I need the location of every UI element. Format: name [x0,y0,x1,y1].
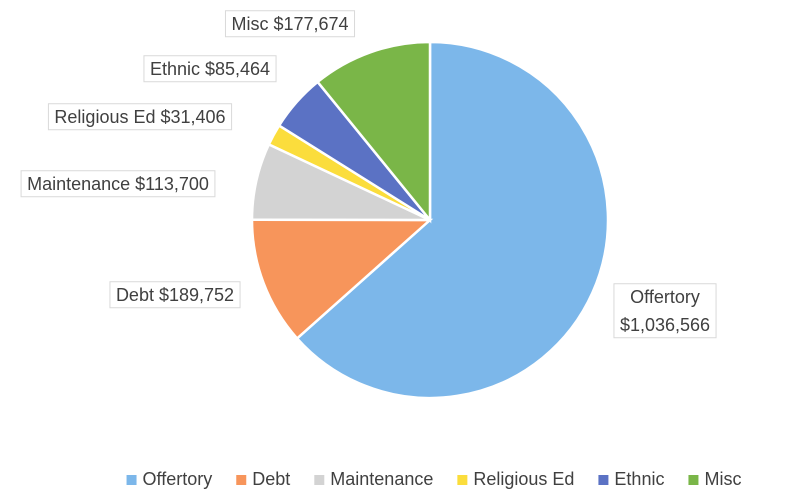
label-category: Ethnic [150,59,200,79]
label-value: $189,752 [159,285,234,305]
legend-label: Religious Ed [473,469,574,489]
label-value: $113,700 [135,174,209,194]
data-label-text: Religious Ed $31,406 [54,107,225,127]
label-category: Religious Ed [54,107,155,127]
data-label-box [109,281,241,309]
legend-label: Misc [704,469,741,489]
legend-swatch [236,475,247,485]
pie-slice [250,218,434,341]
label-category: Offertory [630,287,700,307]
label-value: $85,464 [205,59,270,79]
pie-slice [315,40,432,224]
data-label-box [47,103,233,131]
data-label-text: Debt $189,752 [116,285,234,305]
pie-slice [295,40,610,400]
legend-swatch [688,475,699,485]
legend-swatch [314,475,325,485]
data-label: Misc $177,674 [224,10,356,38]
data-label: Offertory $1,036,566 [613,283,717,339]
data-label-text: Offertory $1,036,566 [620,287,710,335]
label-category: Maintenance [27,174,130,194]
label-value: $31,406 [160,107,225,127]
label-value: $177,674 [273,14,348,34]
data-label-box [20,170,216,198]
legend-label: Ethnic [614,469,664,489]
data-label-text: Misc $177,674 [231,14,348,34]
legend-label: Maintenance [330,469,433,489]
data-label-text: Ethnic $85,464 [150,59,270,79]
data-label: Ethnic $85,464 [143,55,277,83]
data-label-box [224,10,356,38]
data-label: Maintenance $113,700 [20,170,216,198]
legend-label: Offertory [143,469,213,489]
legend-label: Debt [252,469,290,489]
label-value: $1,036,566 [620,315,710,335]
legend-swatch [457,475,468,485]
label-category: Misc [231,14,268,34]
data-label-box [143,55,277,83]
legend-swatch [598,475,609,485]
data-label-text: Maintenance $113,700 [27,174,209,194]
data-label: Religious Ed $31,406 [47,103,233,131]
legend-swatch [126,475,137,485]
data-label-box [613,283,717,339]
data-label: Debt $189,752 [109,281,241,309]
label-category: Debt [116,285,154,305]
